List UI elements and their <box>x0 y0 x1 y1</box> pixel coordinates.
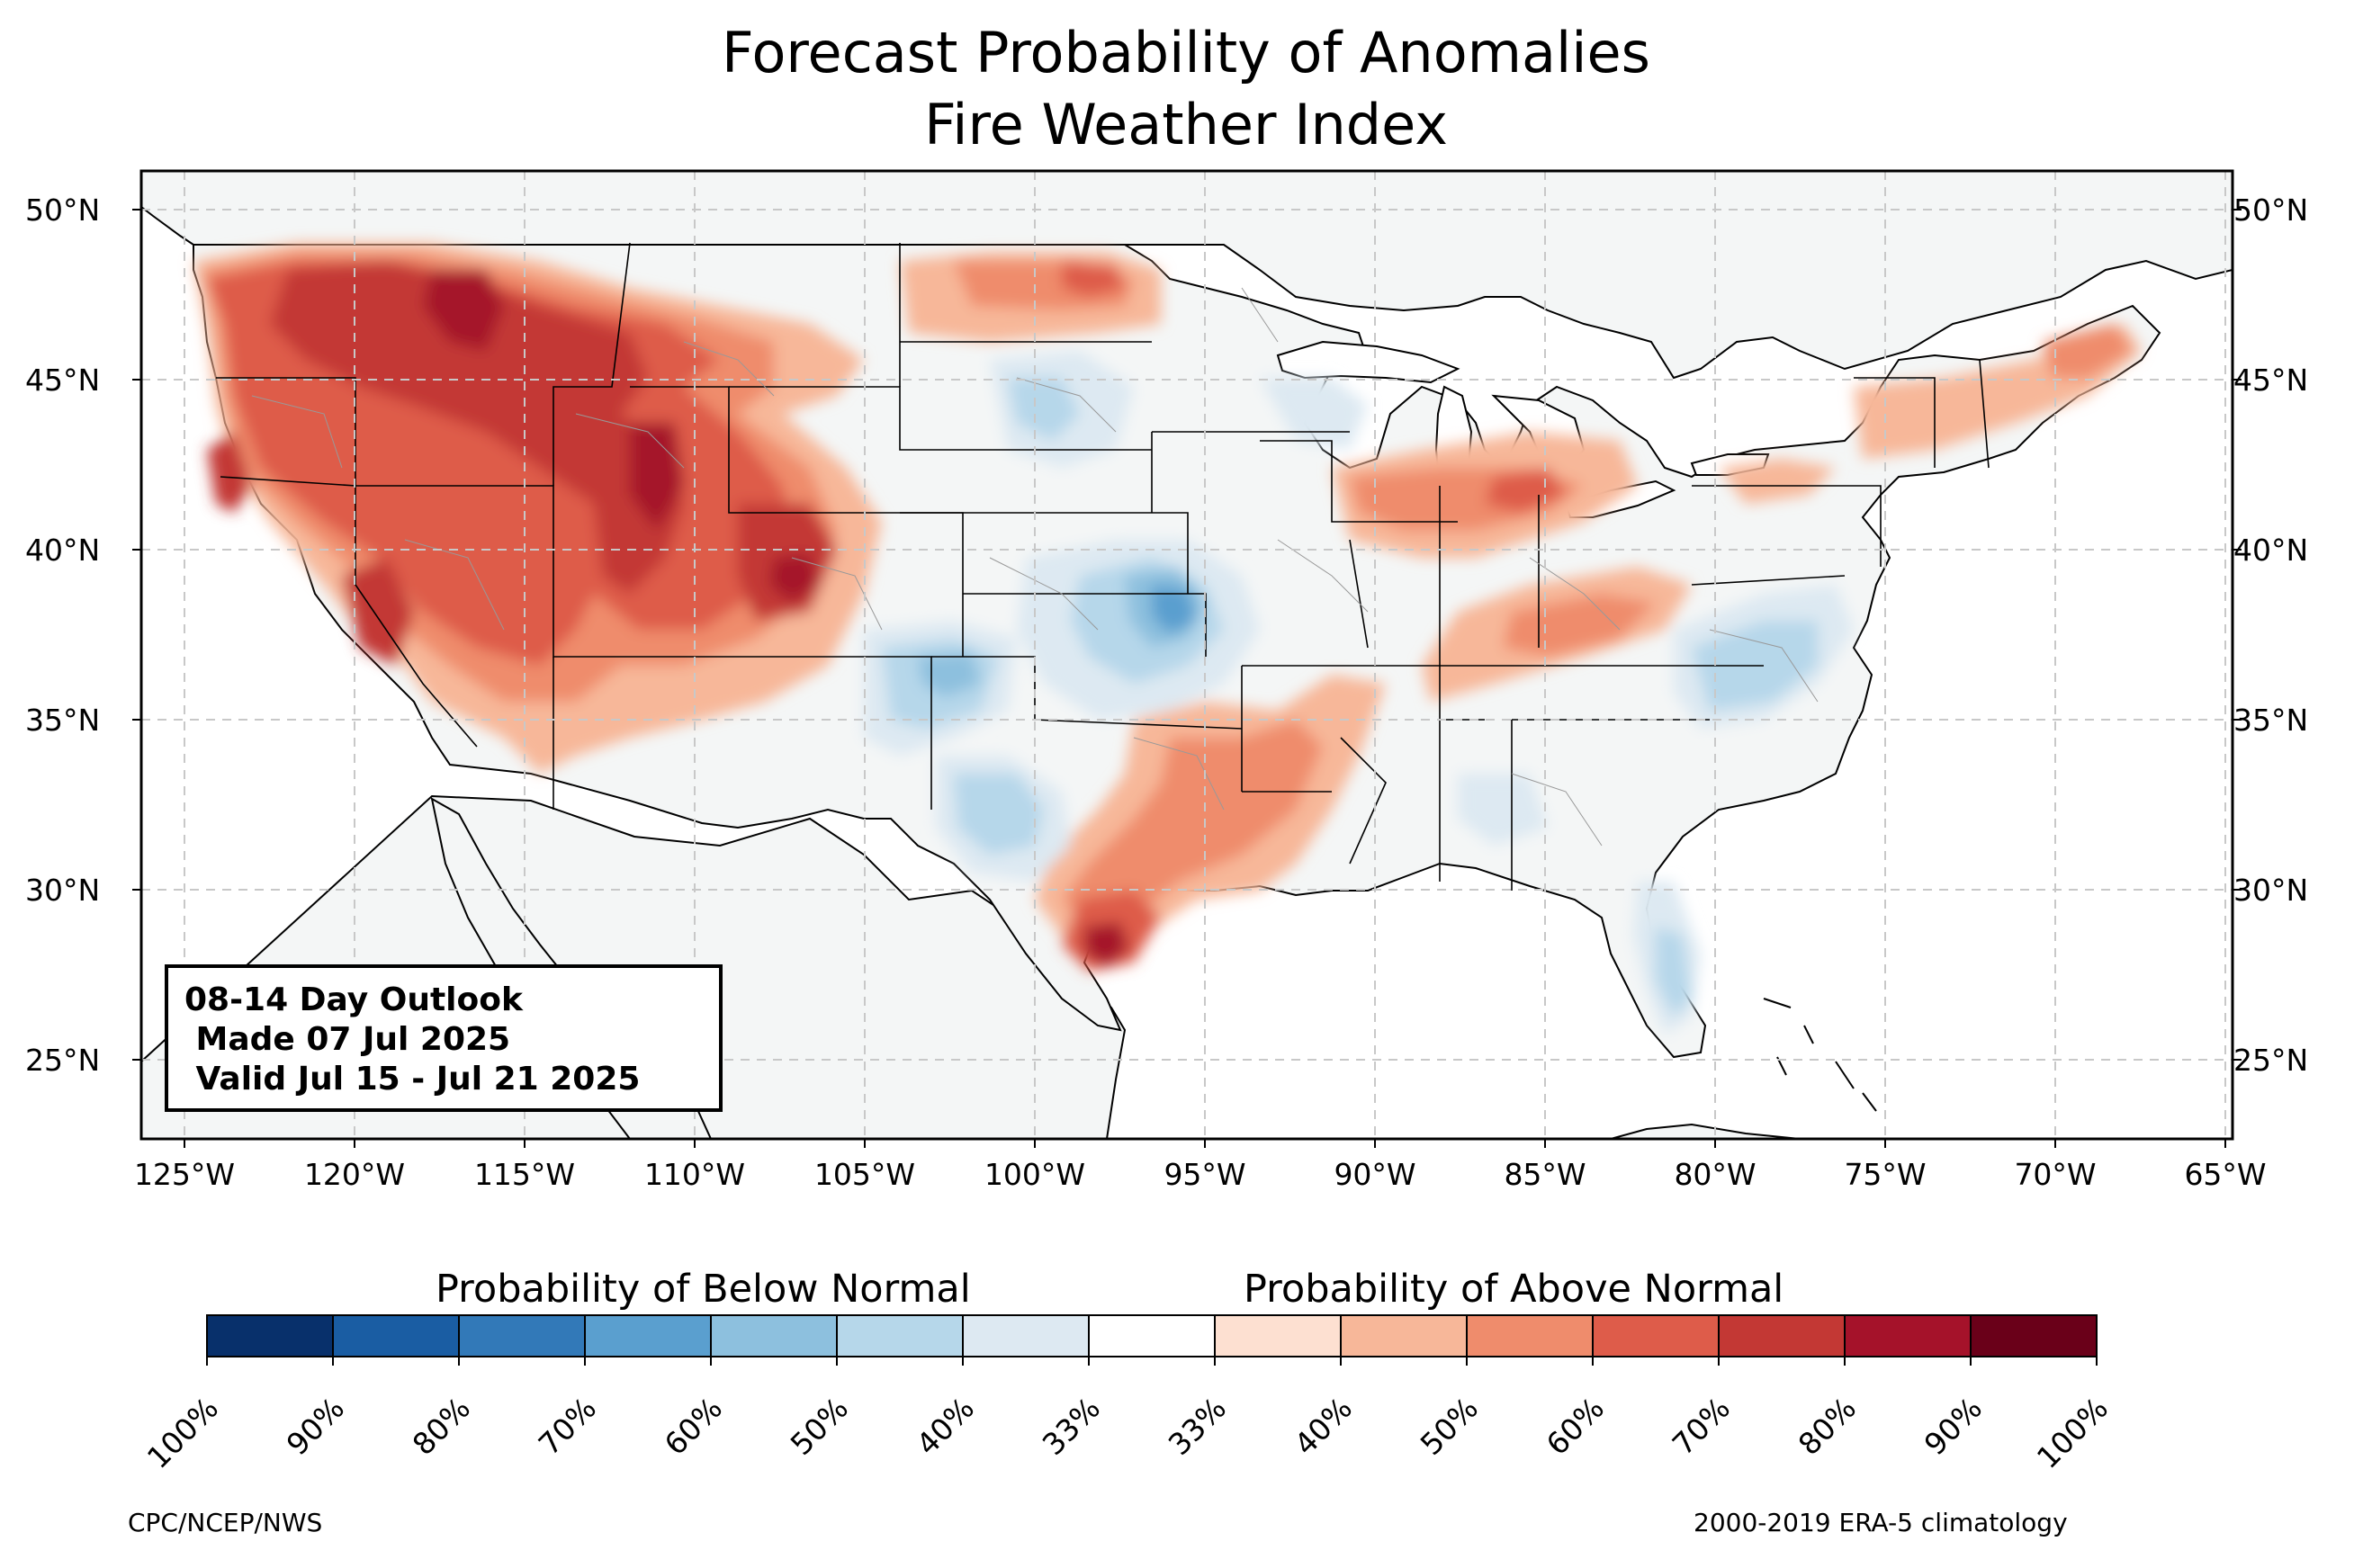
colorbar-segment <box>963 1315 1090 1357</box>
lon-tick: 100°W <box>984 1157 1086 1192</box>
lat-tick-right: 35°N <box>2233 703 2309 738</box>
colorbar-segment <box>1215 1315 1342 1357</box>
lat-tick-left: 30°N <box>25 873 101 908</box>
colorbar-above-label: Probability of Above Normal <box>1244 1267 1784 1312</box>
county-lines <box>251 287 1819 847</box>
bahamas-land <box>1763 998 1877 1112</box>
outlook-info-box: 08-14 Day Outlook Made 07 Jul 2025 Valid… <box>165 964 723 1112</box>
footer-climatology: 2000-2019 ERA-5 climatology <box>1694 1508 2068 1537</box>
footer-source: CPC/NCEP/NWS <box>128 1508 323 1537</box>
colorbar-segment <box>1089 1315 1216 1357</box>
lat-tick-right: 40°N <box>2233 533 2309 568</box>
lat-tick-left: 45°N <box>25 363 101 398</box>
colorbar-segment <box>711 1315 838 1357</box>
lat-tick-right: 30°N <box>2233 873 2309 908</box>
colorbar-segment <box>1971 1315 2098 1357</box>
colorbar-segment <box>1845 1315 1972 1357</box>
colorbar-segment <box>459 1315 586 1357</box>
lon-tick: 85°W <box>1504 1157 1586 1192</box>
outlook-made-date: Made 07 Jul 2025 <box>184 1021 511 1058</box>
lon-tick: 105°W <box>813 1157 916 1192</box>
lon-tick: 90°W <box>1334 1157 1416 1192</box>
lat-tick-left: 40°N <box>25 533 101 568</box>
colorbar-segment <box>1341 1315 1468 1357</box>
lat-tick-right: 25°N <box>2233 1043 2309 1078</box>
map-frame <box>139 169 2234 1141</box>
lon-tick: 125°W <box>133 1157 236 1192</box>
colorbar-below-label: Probability of Below Normal <box>436 1267 971 1312</box>
colorbar-segment <box>333 1315 460 1357</box>
lon-tick: 75°W <box>1844 1157 1927 1192</box>
lat-tick-left: 50°N <box>25 193 101 228</box>
map-title: Forecast Probability of Anomalies <box>722 20 1650 85</box>
map-subtitle: Fire Weather Index <box>924 92 1448 157</box>
lon-tick: 80°W <box>1674 1157 1757 1192</box>
lon-tick: 110°W <box>643 1157 746 1192</box>
lon-tick: 120°W <box>303 1157 406 1192</box>
colorbar-segment <box>1593 1315 1720 1357</box>
lat-tick-left: 35°N <box>25 703 101 738</box>
lon-tick: 65°W <box>2184 1157 2267 1192</box>
outlook-period: 08-14 Day Outlook <box>184 981 523 1018</box>
lake-superior <box>1276 340 1460 384</box>
colorbar-segment <box>1467 1315 1594 1357</box>
axis-ticks <box>132 209 2242 1148</box>
colorbar-segment <box>1719 1315 1846 1357</box>
colorbar <box>206 1314 2098 1366</box>
outlook-valid-range: Valid Jul 15 - Jul 21 2025 <box>184 1061 641 1098</box>
lat-tick-right: 45°N <box>2233 363 2309 398</box>
lon-tick: 70°W <box>2014 1157 2097 1192</box>
probability-shading <box>193 243 2142 1035</box>
colorbar-segment <box>207 1315 334 1357</box>
cuba-land <box>1610 1123 1801 1139</box>
colorbar-segment <box>585 1315 712 1357</box>
lon-tick: 95°W <box>1164 1157 1246 1192</box>
lon-tick: 115°W <box>473 1157 576 1192</box>
lat-tick-left: 25°N <box>25 1043 101 1078</box>
colorbar-segment <box>837 1315 964 1357</box>
lat-tick-right: 50°N <box>2233 193 2309 228</box>
